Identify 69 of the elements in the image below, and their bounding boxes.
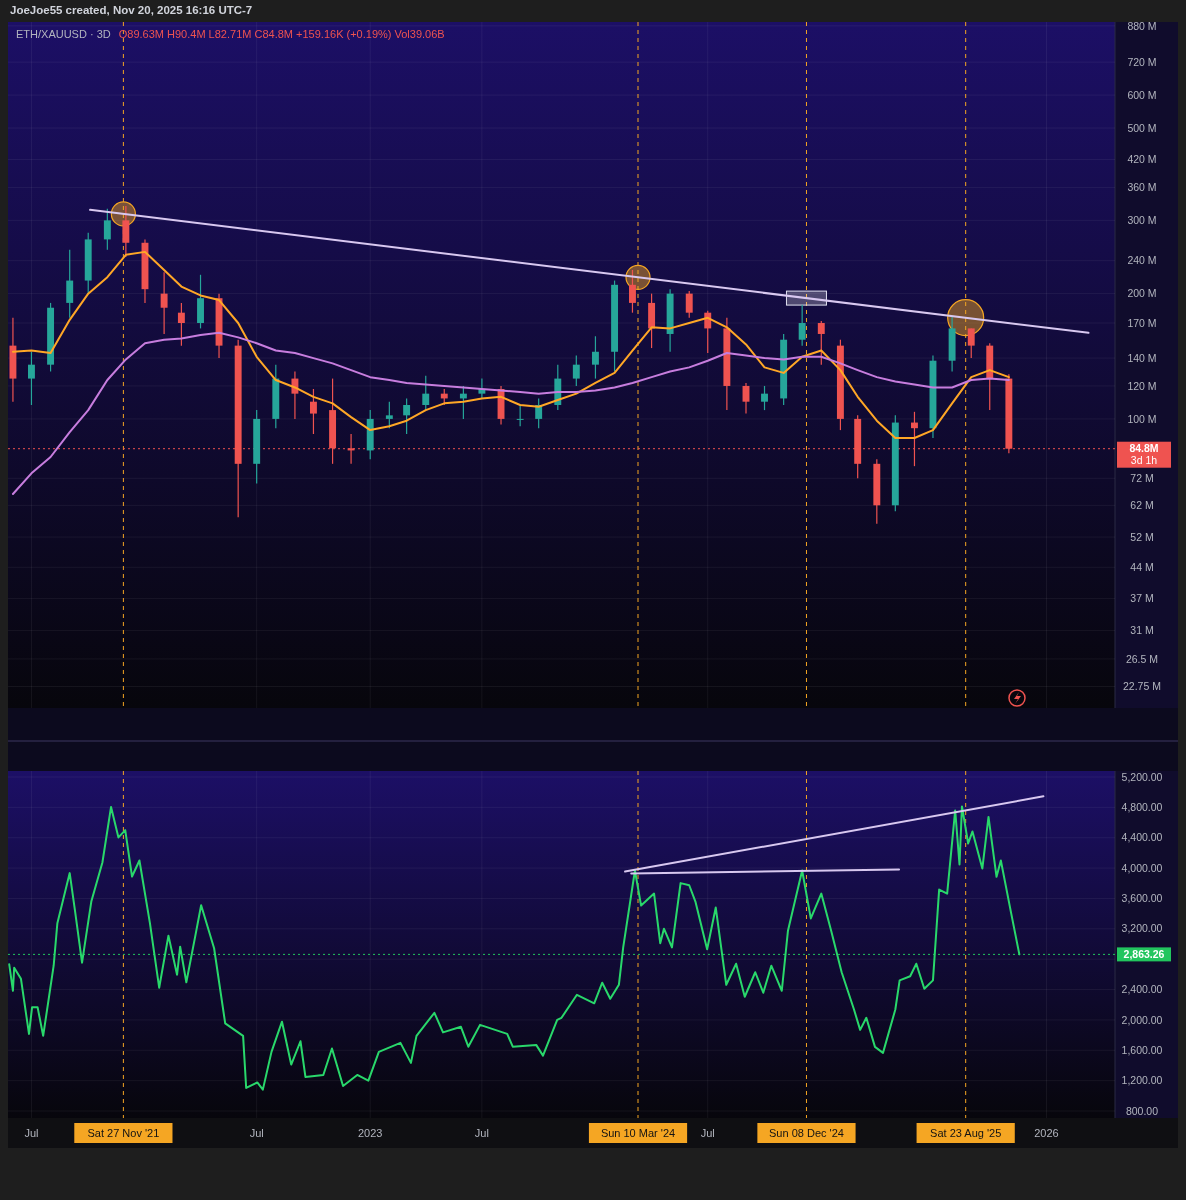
- y-tick-label: 800.00: [1125, 1104, 1159, 1117]
- y-tick-label: 4,400.00: [1121, 831, 1163, 844]
- ref-line-label: Sat 23 Aug '25: [930, 1126, 1002, 1139]
- line-series: [11, 331, 1010, 496]
- y-tick-label: 1,600.00: [1121, 1043, 1163, 1056]
- y-tick-label: 62 M: [1130, 498, 1154, 511]
- candlestick: [629, 269, 636, 314]
- y-tick-label: 140 M: [1127, 351, 1157, 364]
- candlestick: [347, 433, 355, 465]
- y-tick-label: 72 M: [1130, 471, 1154, 484]
- candlestick: [122, 205, 130, 258]
- candlestick: [516, 404, 524, 427]
- y-tick-label: 2,400.00: [1121, 983, 1163, 996]
- candlestick: [66, 249, 74, 319]
- y-tick-label: 31 M: [1130, 624, 1154, 637]
- y-tick-label: 5,200.00: [1121, 770, 1163, 783]
- y-tick-label: 4,800.00: [1121, 801, 1163, 814]
- y-tick-label: 240 M: [1127, 254, 1157, 267]
- x-tick-label: Jul: [249, 1126, 264, 1139]
- y-tick-label: 3,200.00: [1121, 922, 1163, 935]
- candlestick: [761, 385, 768, 411]
- ref-line-label: Sun 10 Mar '24: [600, 1126, 676, 1139]
- candlestick: [403, 397, 411, 435]
- y-tick-label: 880 M: [1127, 19, 1157, 32]
- candlestick: [385, 401, 393, 429]
- candlestick: [685, 290, 693, 319]
- y-tick-label: 170 M: [1127, 316, 1157, 329]
- candlestick: [591, 335, 599, 380]
- candlestick: [160, 271, 168, 335]
- candlestick: [177, 302, 185, 347]
- y-tick-label: 600 M: [1127, 88, 1157, 101]
- y-tick-label: 360 M: [1127, 181, 1157, 194]
- candlestick: [817, 320, 825, 366]
- y-tick-label: 300 M: [1127, 214, 1157, 227]
- candlestick: [422, 375, 430, 411]
- y-tick-label: 420 M: [1127, 153, 1157, 166]
- y-tick-label: 3,600.00: [1121, 892, 1163, 905]
- x-tick-label: Jul: [24, 1126, 39, 1139]
- candlestick: [967, 327, 975, 359]
- y-tick-label: 100 M: [1127, 412, 1157, 425]
- y-tick-label: 2,000.00: [1121, 1013, 1163, 1026]
- y-tick-label: 26.5 M: [1125, 652, 1159, 665]
- y-tick-label: 44 M: [1130, 560, 1154, 573]
- line-series: [8, 805, 1021, 1091]
- x-tick-label: 2023: [357, 1126, 383, 1139]
- y-tick-label: 500 M: [1127, 121, 1157, 134]
- ref-line-label: Sun 08 Dec '24: [769, 1126, 844, 1139]
- text: ETH/XAUUSD · 3D: [16, 28, 111, 40]
- text: O89.63M H90.4M L82.71M C84.8M +159.16K (+0.19%) Vol39.06B: [118, 28, 445, 40]
- candlestick: [27, 351, 35, 406]
- ref-line-label: 84.8M 3d 1h: [1129, 442, 1159, 467]
- y-tick-label: 120 M: [1127, 379, 1157, 392]
- ref-line-label: Sat 27 Nov '21: [87, 1126, 160, 1139]
- text: JoeJoe55 created, Nov 20, 2025 16:16 UTC-7: [10, 4, 253, 16]
- y-tick-label: 720 M: [1127, 55, 1157, 68]
- x-tick-label: 2026: [1034, 1126, 1059, 1139]
- y-tick-label: 22.75 M: [1123, 680, 1161, 693]
- y-tick-label: 1,200.00: [1121, 1074, 1163, 1087]
- candlestick: [572, 354, 580, 387]
- y-tick-label: 4,000.00: [1121, 861, 1163, 874]
- x-tick-label: Jul: [700, 1126, 715, 1139]
- candlestick: [798, 304, 806, 347]
- ref-line-label: 2,863.26: [1123, 948, 1165, 961]
- candlestick: [103, 208, 111, 251]
- x-tick-label: Jul: [474, 1126, 489, 1139]
- y-tick-label: 200 M: [1127, 287, 1157, 300]
- y-tick-label: 37 M: [1130, 592, 1154, 605]
- candlestick: [309, 388, 317, 435]
- y-tick-label: 52 M: [1130, 530, 1154, 543]
